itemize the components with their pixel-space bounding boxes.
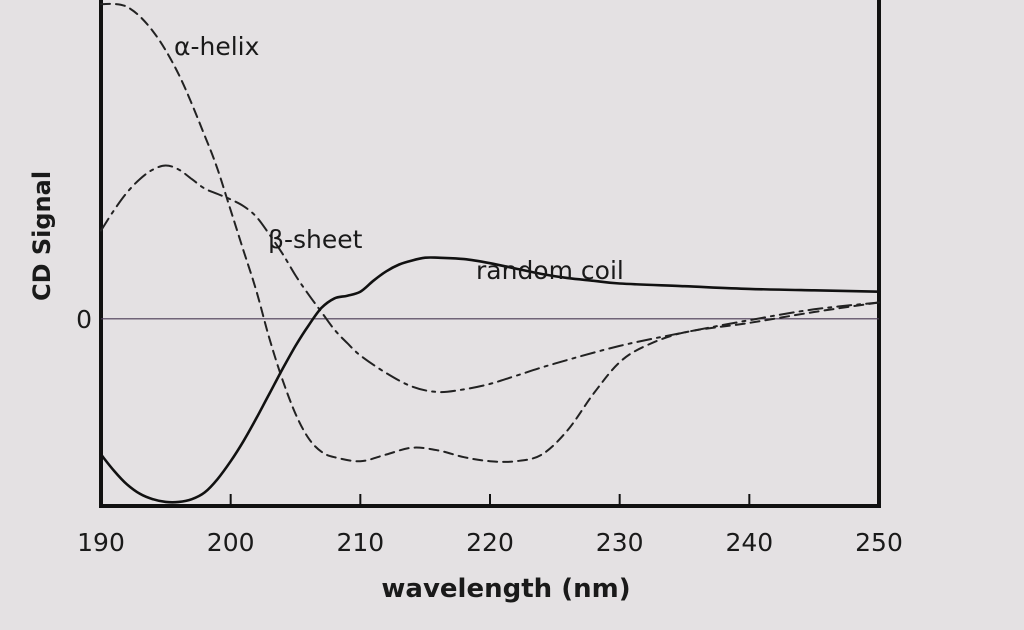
x-tick-label-230: 230 [596,528,644,557]
series-line-alpha-helix [100,2,880,463]
x-tick-label-190: 190 [77,528,125,557]
series-label-alpha-helix: α-helix [174,32,259,61]
x-tick-label-250: 250 [855,528,903,557]
x-axis-title: wavelength (nm) [381,574,630,604]
series-label-beta-sheet: β-sheet [268,225,363,254]
x-tick-label-240: 240 [725,528,773,557]
x-tick-label-220: 220 [466,528,514,557]
series-line-random-coil [99,256,881,504]
series-lines [99,2,881,504]
plot-frame [99,0,881,508]
x-tick-labels: 190 200 210 220 230 240 250 [77,528,903,557]
y-axis-title: CD Signal [28,171,56,301]
y-tick-label-0: 0 [76,305,92,334]
y-tick-labels: 0 [76,305,92,334]
x-ticks [229,494,751,506]
x-tick-label-200: 200 [207,528,255,557]
x-tick-label-210: 210 [336,528,384,557]
series-line-beta-sheet [100,164,880,394]
series-label-random-coil: random coil [476,256,624,285]
